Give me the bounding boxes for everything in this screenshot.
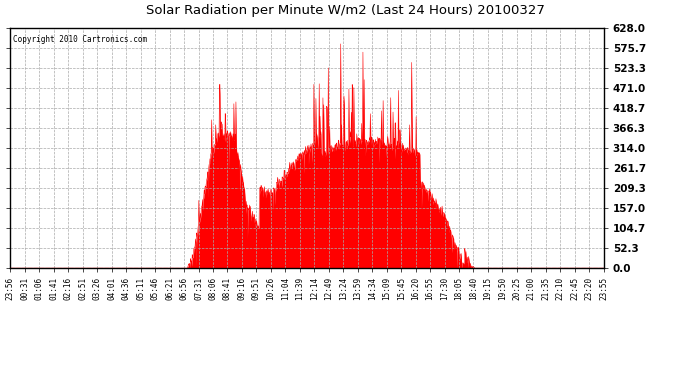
Text: Copyright 2010 Cartronics.com: Copyright 2010 Cartronics.com [13, 35, 148, 44]
Text: Solar Radiation per Minute W/m2 (Last 24 Hours) 20100327: Solar Radiation per Minute W/m2 (Last 24… [146, 4, 544, 17]
